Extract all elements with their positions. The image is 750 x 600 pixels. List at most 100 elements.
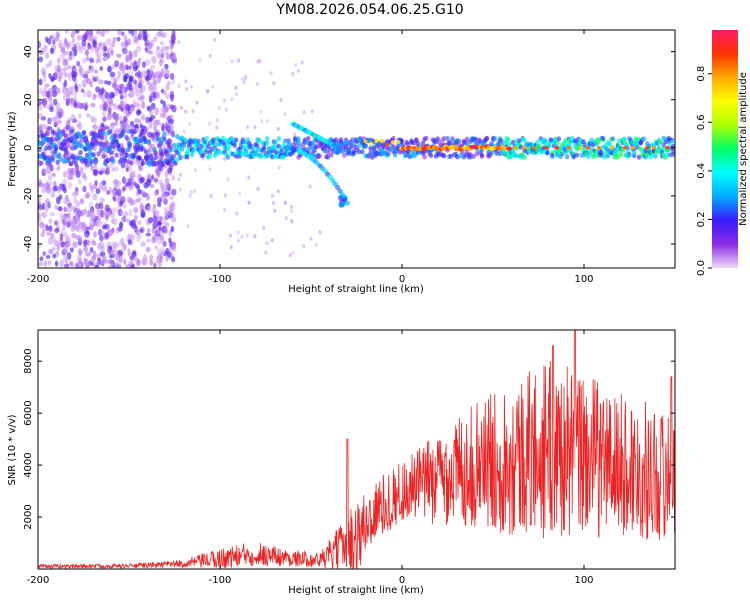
spectrogram-cell	[89, 65, 95, 73]
spectrogram-cell	[66, 119, 71, 125]
spectrogram-cell	[121, 176, 126, 184]
spectrogram-cell	[128, 235, 134, 241]
spectrogram-cell	[81, 130, 87, 135]
spectrogram-cell	[297, 69, 300, 73]
spectrogram-cell	[173, 143, 178, 148]
spectrogram-cell	[54, 65, 59, 71]
spectrogram-cell	[146, 205, 152, 213]
snr-x-label: Height of straight line (km)	[288, 585, 424, 596]
spectrogram-cell	[304, 140, 309, 145]
spectrogram-cell	[153, 150, 159, 156]
spectrogram-cell	[117, 30, 122, 36]
spectrogram-cell	[290, 220, 294, 224]
spectrogram-cell	[83, 239, 88, 248]
spectrogram-cell	[209, 146, 214, 152]
spectrogram-cell	[158, 140, 164, 146]
spectrogram-cell	[50, 157, 55, 163]
spectrogram-cell	[165, 122, 170, 127]
spectrogram-cell	[95, 188, 101, 195]
spectrogram-cell	[535, 139, 540, 145]
spectrogram-cell	[120, 41, 126, 48]
spectrogram-cell	[156, 45, 160, 51]
spectrogram-cell	[232, 142, 237, 148]
spectrogram-cell	[54, 121, 59, 126]
spectrogram-cell	[186, 223, 190, 228]
spectrogram-cell	[66, 156, 72, 161]
spectrogram-cell	[512, 146, 517, 150]
spectrogram-cell	[143, 149, 149, 155]
spectrogram-cell	[169, 41, 173, 50]
spectrogram-cell	[75, 155, 80, 161]
spectrogram-cell	[160, 231, 164, 237]
spectrogram-cell	[532, 146, 537, 150]
spectrogram-cell	[38, 195, 41, 202]
spectrogram-cell	[86, 239, 91, 246]
spectrogram-cell	[385, 142, 390, 147]
spectrogram-cell	[60, 241, 65, 248]
spectrogram-cell	[99, 65, 103, 72]
spectrogram-cell	[635, 145, 640, 150]
spectrogram-cell	[62, 256, 66, 264]
spectrogram-cell	[194, 168, 198, 173]
spectrogram-cell	[507, 142, 512, 148]
spectrogram-cell	[92, 93, 97, 101]
spectrogram-cell	[193, 137, 198, 143]
spectrogram-cell	[152, 72, 157, 79]
x-tick-label: 0	[399, 274, 405, 285]
spectrogram-cell	[406, 141, 411, 147]
spectrogram-cell	[140, 115, 145, 121]
spectrogram-cell	[41, 90, 47, 97]
spectrogram-cell	[569, 135, 575, 141]
spectrogram-cell	[157, 136, 162, 142]
spectrogram-cell	[147, 148, 152, 154]
spectrogram-cell	[59, 233, 64, 241]
spectrogram-cell	[161, 89, 167, 96]
spectrogram-cell	[154, 107, 160, 116]
spectrogram-cell	[148, 117, 154, 122]
spectrogram-cell	[44, 206, 49, 213]
spectrogram-cell	[75, 30, 80, 34]
spectrogram-cell	[390, 140, 395, 145]
y-tick-label: -20	[23, 188, 34, 204]
spectrogram-cell	[175, 157, 180, 163]
spectrogram-cell	[108, 106, 112, 113]
spectrogram-cell	[159, 247, 165, 255]
spectrogram-cell	[110, 261, 116, 266]
spectrogram-cell	[144, 48, 149, 53]
spectrogram-cell	[225, 154, 231, 160]
spectrogram-cell	[317, 153, 322, 159]
spectrogram-cell	[138, 164, 144, 171]
spectrogram-cell	[149, 50, 154, 55]
spectrogram-cell	[136, 60, 141, 66]
spectrogram-cell	[137, 82, 143, 89]
spectrogram-cell	[245, 233, 249, 238]
spectrogram-cell	[544, 146, 549, 150]
spectrogram-cell	[92, 193, 98, 201]
spectrogram-cell	[155, 235, 159, 241]
spectrogram-cell	[202, 139, 208, 145]
spectrogram-cell	[83, 32, 88, 41]
spectrogram-cell	[63, 138, 68, 144]
spectrogram-cell	[69, 261, 73, 266]
spectrogram-cell	[609, 146, 615, 150]
spectrogram-cell	[296, 136, 301, 142]
spectrogram-cell	[110, 49, 114, 56]
spectrogram-cell	[195, 100, 199, 105]
spectrogram-cell	[157, 75, 162, 84]
spectrogram-cell	[502, 150, 507, 156]
spectrogram-cell	[119, 221, 124, 229]
spectrogram-cell	[81, 79, 87, 86]
spectrogram-cell	[309, 145, 314, 151]
spectrogram-cell	[58, 42, 63, 49]
spectrogram-cell	[101, 153, 106, 159]
spectrogram-cell	[113, 77, 118, 85]
spectrogram-cell	[141, 101, 146, 109]
spectrogram-cell	[587, 150, 593, 156]
spectrogram-cell	[665, 146, 670, 150]
spectrogram-cell	[49, 47, 54, 54]
spectrogram-cell	[265, 241, 269, 246]
y-tick-label: -40	[23, 236, 34, 252]
spectrogram-cell	[84, 251, 90, 257]
snr-x-ticks: -200 -100 0 100	[27, 330, 594, 586]
spectrogram-cell	[76, 101, 81, 109]
